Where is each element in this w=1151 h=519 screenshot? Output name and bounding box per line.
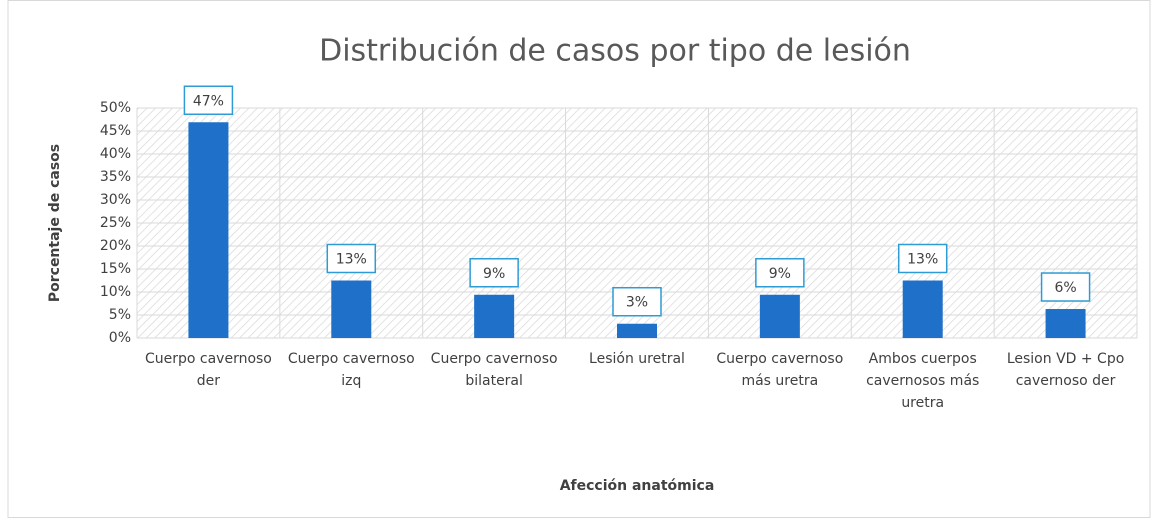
bar <box>1045 309 1086 338</box>
x-tick-label: Cuerpo cavernoso más uretra <box>716 351 844 389</box>
data-label: 9% <box>769 266 791 282</box>
y-axis-title: Porcentaje de casos <box>47 144 63 302</box>
y-tick-label: 35% <box>100 169 131 185</box>
bar <box>188 122 229 338</box>
data-label: 6% <box>1054 280 1076 296</box>
x-tick-label: Ambos cuerpos cavernosos más uretra <box>866 351 980 411</box>
data-label-box <box>183 85 234 116</box>
x-tick-label: Lesion VD + Cpo cavernoso der <box>1006 351 1125 389</box>
data-label: 13% <box>336 252 367 268</box>
bar <box>617 323 657 338</box>
bar <box>474 294 515 338</box>
bar <box>759 294 800 338</box>
y-tick-label: 50% <box>100 100 131 116</box>
data-label-box <box>755 258 805 288</box>
data-label: 47% <box>193 93 224 109</box>
data-label-box <box>469 258 519 288</box>
x-tick-label: Lesión uretral <box>589 351 685 367</box>
data-label: 3% <box>626 295 648 311</box>
data-label-box <box>326 243 377 274</box>
y-tick-label: 20% <box>100 238 131 254</box>
y-tick-label: 5% <box>109 307 131 323</box>
data-label: 9% <box>483 266 505 282</box>
bar <box>902 280 943 338</box>
y-tick-label: 30% <box>100 192 131 208</box>
y-tick-label: 40% <box>100 146 131 162</box>
x-tick-label: Cuerpo cavernoso izq <box>287 351 415 389</box>
bar <box>331 280 372 338</box>
x-tick-label: Cuerpo cavernoso bilateral <box>430 351 558 389</box>
data-label-box <box>612 286 662 317</box>
y-tick-label: 0% <box>109 330 131 346</box>
x-axis-title: Afección anatómica <box>560 478 715 494</box>
data-label-box <box>897 243 948 274</box>
y-tick-label: 10% <box>100 284 131 300</box>
y-tick-label: 45% <box>100 123 131 139</box>
data-label: 13% <box>907 252 938 268</box>
x-tick-label: Cuerpo cavernoso der <box>144 351 272 389</box>
y-tick-label: 15% <box>100 261 131 277</box>
chart-title: Distribución de casos por tipo de lesión <box>319 34 911 69</box>
y-tick-label: 25% <box>100 215 131 231</box>
data-label-box <box>1040 272 1091 302</box>
